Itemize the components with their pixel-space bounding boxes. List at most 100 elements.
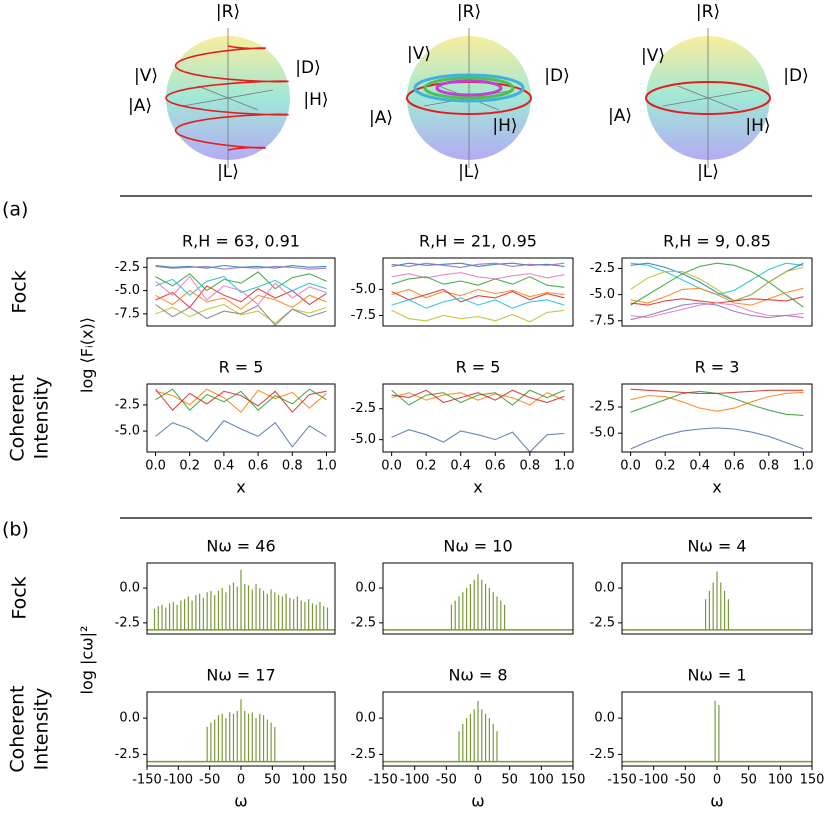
x-tick-label: -50: [199, 773, 220, 788]
y-tick-label: -2.5: [590, 747, 615, 762]
y-tick-label: 0.0: [594, 711, 615, 726]
x-tick-label: -50: [675, 773, 696, 788]
y-tick-label: 0.0: [119, 581, 140, 596]
panel-label: (a): [2, 199, 28, 221]
y-tick-label: -7.5: [351, 308, 376, 323]
trajectory: [423, 76, 515, 100]
x-axis-label: x: [712, 478, 721, 497]
state-label: |A⟩: [369, 108, 393, 128]
data-line: [391, 276, 565, 288]
state-label: |L⟩: [458, 162, 480, 182]
y-tick-label: -5.0: [115, 283, 140, 298]
data-line: [155, 271, 327, 292]
chart-panel: Nω = 17 0.0 -2.5 -150 -100 -50 0 50 100 150 ω: [115, 666, 348, 811]
plot-area: [147, 569, 335, 631]
plot-frame: [382, 257, 574, 327]
data-line: [155, 285, 327, 309]
data-line: [155, 419, 327, 448]
y-tick-label: 0.0: [594, 581, 615, 596]
data-line: [630, 391, 804, 412]
data-line: [391, 262, 565, 268]
plot-area: [155, 264, 327, 326]
y-tick-label: 0.0: [119, 711, 140, 726]
panel-label: (b): [2, 519, 29, 541]
trajectory: [645, 81, 771, 115]
y-tick-label: -5.0: [115, 424, 140, 439]
data-line: [630, 287, 804, 306]
trajectory: [413, 73, 525, 103]
row-label: Fock: [9, 576, 31, 619]
x-tick-label: 0.6: [248, 459, 269, 474]
plot-area: [622, 700, 812, 763]
data-line: [155, 275, 327, 306]
plot-frame: [146, 562, 336, 635]
data-line: [630, 427, 804, 450]
state-label: |H⟩: [745, 116, 770, 136]
data-line: [391, 272, 565, 280]
plot-area: [383, 574, 573, 631]
state-label: |L⟩: [697, 162, 719, 182]
data-line: [391, 389, 565, 406]
plot-area: [630, 388, 804, 450]
state-label: |V⟩: [134, 66, 158, 86]
x-tick-label: 0.0: [145, 459, 166, 474]
x-tick-label: 1.0: [316, 459, 337, 474]
plot-frame: [382, 383, 574, 453]
state-label: |A⟩: [608, 106, 632, 126]
state-label: |V⟩: [641, 46, 665, 66]
y-axis-label: log |cω|²: [78, 626, 97, 695]
data-line: [630, 302, 804, 321]
plot-area: [155, 388, 327, 448]
row-label: Coherent: [7, 374, 29, 461]
state-label: |H⟩: [492, 116, 517, 136]
plot-area: [147, 699, 335, 763]
state-label: |D⟩: [783, 66, 808, 86]
state-label: |L⟩: [217, 162, 239, 182]
plot-area: [391, 262, 565, 323]
data-line: [391, 429, 565, 452]
x-tick-label: 100: [768, 773, 793, 788]
chart-title: Nω = 8: [448, 666, 507, 685]
state-label: |H⟩: [303, 90, 328, 110]
chart-title: R = 3: [695, 358, 740, 377]
x-tick-label: 150: [323, 773, 348, 788]
x-tick-label: -50: [436, 773, 457, 788]
chart-panel: Nω = 1 0.0 -2.5 -150 -100 -50 0 50 100 150 ω: [590, 666, 825, 811]
x-tick-label: 0.0: [620, 459, 641, 474]
data-line: [391, 288, 565, 303]
y-tick-label: -5.0: [590, 287, 615, 302]
data-line: [391, 389, 565, 404]
x-tick-label: 0: [237, 773, 245, 788]
chart-panel: R = 5 -2.5 -5.0 0.0 0.2 0.4 0.6 0.8 1.0 x: [351, 358, 575, 497]
trajectory: [435, 79, 503, 97]
chart-panel: Nω = 4 0.0 -2.5: [590, 537, 813, 635]
sphere-axis: [677, 85, 739, 111]
chart-title: Nω = 46: [206, 537, 275, 556]
y-tick-label: 0.0: [355, 711, 376, 726]
chart-panel: R = 3 -2.5 -5.0 0.0 0.2 0.4 0.6 0.8 1.0 x: [590, 358, 814, 497]
plot-frame: [621, 562, 813, 635]
data-line: [155, 388, 327, 414]
chart-panel: R,H = 21, 0.95 -5.0 -7.5: [351, 232, 574, 327]
data-line: [155, 275, 327, 297]
row-label: Intensity: [31, 377, 53, 460]
x-tick-label: -100: [164, 773, 194, 788]
plot-frame: [146, 257, 336, 327]
x-tick-label: 0.2: [416, 459, 437, 474]
x-tick-label: 0.4: [689, 459, 710, 474]
x-tick-label: 0.8: [282, 459, 303, 474]
chart-title: R,H = 9, 0.85: [663, 232, 771, 251]
plot-frame: [382, 562, 574, 635]
x-tick-label: 0.2: [655, 459, 676, 474]
x-tick-label: 150: [800, 773, 825, 788]
y-tick-label: -7.5: [115, 306, 140, 321]
data-line: [155, 265, 327, 270]
x-tick-label: 0.4: [214, 459, 235, 474]
chart-title: R = 5: [219, 358, 264, 377]
data-line: [155, 388, 327, 411]
y-tick-label: -2.5: [115, 260, 140, 275]
sphere-axis: [197, 85, 259, 111]
y-tick-label: -7.5: [590, 313, 615, 328]
x-tick-label: -150: [132, 773, 162, 788]
